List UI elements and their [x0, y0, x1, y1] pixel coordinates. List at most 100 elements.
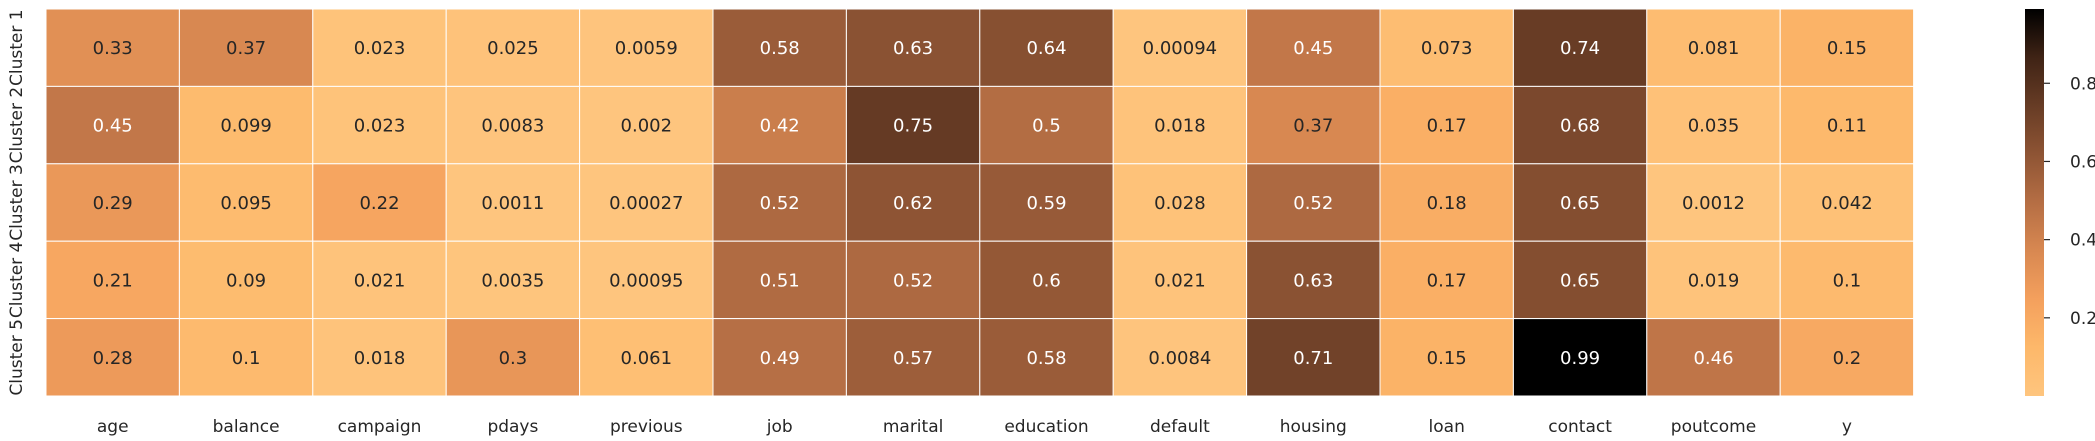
cell-value-label: 0.023 [354, 38, 406, 59]
y-tick-label: Cluster 5 [7, 319, 27, 396]
cell-value-label: 0.019 [1688, 270, 1740, 291]
heatmap-cell [979, 85, 1114, 165]
colorbar-tick-label: 0.2 [2070, 309, 2095, 329]
heatmap-cell [312, 318, 447, 397]
heatmap-cell [845, 163, 981, 242]
x-tick-label: job [766, 417, 793, 437]
heatmap-cell [1646, 8, 1781, 87]
cell-value-label: 0.45 [93, 116, 133, 137]
heatmap-cell [178, 8, 314, 87]
colorbar-tick-label: 0.4 [2070, 231, 2095, 251]
heatmap-cell [979, 8, 1114, 87]
cell-value-label: 0.15 [1827, 38, 1867, 59]
heatmap-cell [1112, 85, 1248, 165]
cell-value-label: 0.62 [893, 193, 933, 214]
cell-value-label: 0.21 [93, 270, 133, 291]
cell-value-label: 0.0083 [481, 116, 544, 137]
heatmap-cell [712, 85, 847, 165]
cell-value-label: 0.57 [893, 348, 933, 369]
cell-value-label: 0.021 [1154, 270, 1206, 291]
cell-value-label: 0.1 [232, 348, 261, 369]
heatmap-cell [1246, 8, 1381, 87]
x-tick-label: poutcome [1671, 417, 1756, 437]
cell-value-label: 0.59 [1026, 193, 1066, 214]
cell-value-label: 0.42 [760, 116, 800, 137]
cell-value-label: 0.002 [621, 116, 673, 137]
heatmap-cell [979, 163, 1114, 242]
heatmap-cell [1246, 318, 1381, 397]
cell-value-label: 0.71 [1293, 348, 1333, 369]
heatmap-cell [1379, 85, 1514, 165]
cell-value-label: 0.042 [1821, 193, 1873, 214]
heatmap-cell [178, 318, 314, 397]
cell-value-label: 0.2 [1833, 348, 1862, 369]
cell-value-label: 0.68 [1560, 116, 1600, 137]
cell-value-label: 0.0035 [481, 270, 544, 291]
heatmap-cell [1779, 8, 1915, 87]
cell-value-label: 0.018 [1154, 116, 1206, 137]
x-tick-label: loan [1429, 417, 1465, 437]
x-tick-label: default [1150, 417, 1210, 437]
cell-value-label: 0.061 [621, 348, 673, 369]
heatmap-cell [312, 85, 447, 165]
cell-value-label: 0.035 [1688, 116, 1740, 137]
cell-value-label: 0.46 [1693, 348, 1733, 369]
heatmap-cell [1379, 240, 1514, 320]
cell-value-label: 0.023 [354, 116, 406, 137]
cell-value-label: 0.75 [893, 116, 933, 137]
heatmap-cell [579, 240, 714, 320]
cell-value-label: 0.37 [1293, 116, 1333, 137]
cell-value-label: 0.37 [226, 38, 266, 59]
cell-value-label: 0.17 [1427, 270, 1467, 291]
y-tick-label: Cluster 2 [7, 87, 27, 164]
colorbar-tick-label: 0.6 [2070, 152, 2095, 172]
cell-value-label: 0.15 [1427, 348, 1467, 369]
cell-value-label: 0.52 [760, 193, 800, 214]
heatmap-cell [979, 318, 1114, 397]
cell-value-label: 0.33 [93, 38, 133, 59]
heatmap-cell [178, 85, 314, 165]
cell-value-label: 0.58 [760, 38, 800, 59]
cell-value-label: 0.28 [93, 348, 133, 369]
x-tick-label: pdays [487, 417, 538, 437]
heatmap-cell [445, 85, 581, 165]
cell-value-label: 0.22 [359, 193, 399, 214]
heatmap-cell [579, 8, 714, 87]
heatmap-cell [712, 8, 847, 87]
heatmap-cell [1779, 240, 1915, 320]
cell-value-label: 0.0059 [615, 38, 678, 59]
cell-value-label: 0.51 [760, 270, 800, 291]
heatmap-cell [1646, 240, 1781, 320]
cell-value-label: 0.52 [1293, 193, 1333, 214]
heatmap-cell [712, 318, 847, 397]
cell-value-label: 0.0012 [1682, 193, 1745, 214]
cell-value-label: 0.99 [1560, 348, 1600, 369]
heatmap-cell [312, 8, 447, 87]
cell-value-label: 0.5 [1032, 116, 1061, 137]
cell-value-label: 0.00094 [1143, 38, 1217, 59]
cell-value-label: 0.00095 [609, 270, 683, 291]
heatmap-cell [45, 163, 180, 242]
heatmap-cell [1379, 163, 1514, 242]
cell-value-label: 0.1 [1833, 270, 1862, 291]
x-tick-label: marital [883, 417, 944, 437]
cell-value-label: 0.073 [1421, 38, 1473, 59]
heatmap-cell [1512, 318, 1648, 397]
cell-value-label: 0.6 [1032, 270, 1061, 291]
cell-value-label: 0.099 [220, 116, 272, 137]
y-tick-label: Cluster 1 [7, 9, 27, 86]
heatmap-cell [979, 240, 1114, 320]
heatmap-cell [445, 240, 581, 320]
heatmap-cell [1512, 163, 1648, 242]
heatmap-cell [1112, 163, 1248, 242]
heatmap-cell [45, 8, 180, 87]
heatmap-cell [712, 240, 847, 320]
x-tick-label: previous [610, 417, 683, 437]
heatmap-cell [45, 318, 180, 397]
cell-value-label: 0.65 [1560, 270, 1600, 291]
heatmap-cell [45, 85, 180, 165]
heatmap-cell [312, 240, 447, 320]
heatmap-cell [1512, 8, 1648, 87]
heatmap-cell [579, 85, 714, 165]
